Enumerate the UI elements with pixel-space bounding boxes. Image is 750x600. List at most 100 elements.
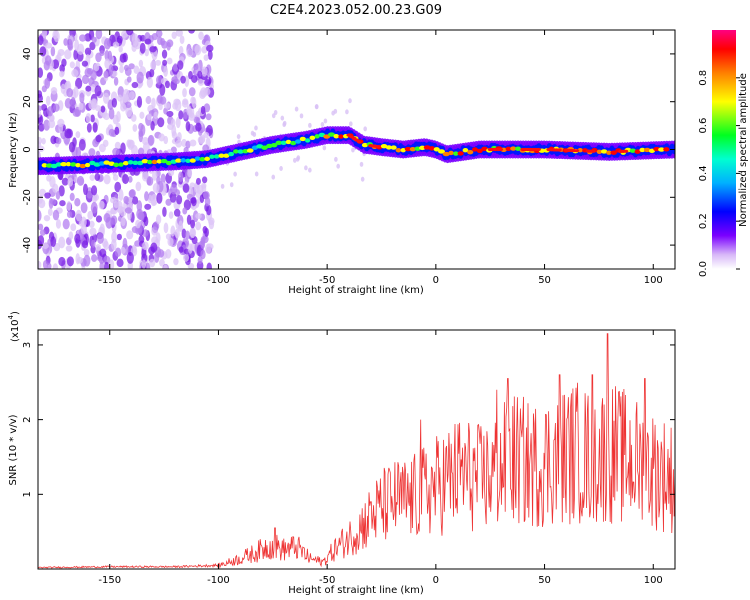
noise-speck [157, 117, 165, 128]
noise-speck [206, 262, 212, 269]
ridge-core [409, 146, 416, 152]
noise-speck [161, 49, 168, 59]
noise-speck [308, 122, 312, 128]
noise-speck [55, 191, 61, 200]
snr-ytick-label: 1 [22, 491, 33, 497]
noise-speck [64, 81, 70, 91]
noise-speck [189, 139, 197, 147]
noise-speck [205, 243, 212, 254]
noise-speck [186, 48, 194, 57]
spectrogram-ytick-label: -40 [22, 237, 33, 253]
noise-speck [363, 126, 367, 132]
noise-speck [173, 208, 181, 217]
ridge-core [213, 154, 220, 159]
noise-speck [162, 59, 168, 66]
noise-speck [155, 59, 162, 66]
noise-speck [44, 192, 51, 199]
snr-xtick-label: 100 [644, 575, 663, 586]
noise-speck [187, 243, 193, 254]
ridge-core [457, 151, 464, 156]
ridge-core [285, 139, 292, 145]
ridge-core [65, 161, 72, 167]
spectrogram-xtick-label: 0 [433, 275, 439, 286]
noise-speck [38, 209, 42, 222]
noise-speck [304, 165, 308, 171]
noise-speck [71, 69, 79, 78]
noise-speck [156, 176, 161, 186]
snr-scale-exp: 4 [7, 314, 15, 319]
noise-speck [92, 122, 98, 133]
noise-speck [204, 79, 212, 87]
snr-xtick-label: -50 [319, 575, 335, 586]
noise-speck [141, 259, 147, 269]
noise-speck [131, 81, 139, 89]
noise-speck [108, 63, 114, 76]
noise-speck [78, 102, 84, 111]
noise-speck [182, 183, 190, 193]
noise-speck [163, 135, 169, 145]
snr-ylabel: SNR (10 * v/v) [8, 414, 19, 485]
noise-speck [58, 236, 66, 249]
noise-speck [113, 76, 119, 86]
ridge-core [175, 158, 182, 163]
noise-speck [151, 97, 156, 110]
spectrogram-xlabel: Height of straight line (km) [288, 285, 424, 296]
noise-speck [102, 92, 110, 104]
ridge-peak [498, 147, 504, 152]
ridge-core [275, 140, 283, 145]
ridge-core [299, 136, 306, 142]
ridge-peak [590, 149, 596, 153]
noise-speck [229, 182, 234, 188]
noise-speck [59, 70, 65, 78]
noise-speck [66, 256, 74, 267]
ridge-core [280, 140, 287, 146]
noise-speck [188, 30, 195, 34]
spectrogram-xtick-label: 50 [538, 275, 551, 286]
noise-speck [108, 128, 115, 137]
snr-xlabel: Height of straight line (km) [288, 585, 424, 596]
noise-speck [280, 115, 285, 121]
noise-speck [68, 231, 74, 240]
noise-speck [131, 43, 137, 52]
noise-speck [128, 91, 135, 100]
noise-speck [94, 173, 101, 182]
ridge-core [199, 157, 206, 162]
noise-speck [109, 259, 115, 269]
noise-speck [104, 261, 110, 269]
noise-speck [120, 142, 126, 155]
noise-speck [58, 256, 66, 267]
noise-speck [112, 41, 120, 48]
noise-speck [76, 175, 85, 186]
ridge-core [55, 162, 62, 167]
noise-speck [176, 195, 183, 205]
ridge-core [41, 163, 48, 168]
noise-speck [94, 85, 102, 97]
noise-speck [57, 48, 65, 56]
colorbar-label: Normalized spectral amplitude [738, 73, 749, 227]
noise-speck [88, 220, 95, 228]
noise-speck [42, 260, 48, 269]
figure-title: C2E4.2023.052.00.23.G09 [270, 3, 442, 18]
noise-speck [64, 128, 72, 139]
ridge-core [218, 153, 225, 158]
noise-speck [91, 254, 98, 263]
noise-speck [78, 138, 86, 151]
noise-speck [166, 57, 173, 65]
noise-speck [183, 253, 190, 262]
noise-speck [178, 220, 184, 231]
ridge-core [185, 158, 191, 164]
ridge-core [304, 138, 311, 143]
noise-speck [165, 248, 172, 259]
noise-speck [74, 233, 81, 244]
noise-speck [279, 165, 283, 171]
noise-speck [69, 61, 75, 69]
noise-speck [75, 209, 82, 222]
noise-speck [166, 41, 171, 51]
noise-speck [161, 40, 168, 49]
noise-speck [80, 202, 88, 214]
noise-speck [145, 96, 152, 104]
noise-speck [124, 101, 132, 109]
noise-speck [52, 263, 59, 269]
noise-speck [81, 74, 90, 85]
noise-speck [73, 86, 79, 98]
